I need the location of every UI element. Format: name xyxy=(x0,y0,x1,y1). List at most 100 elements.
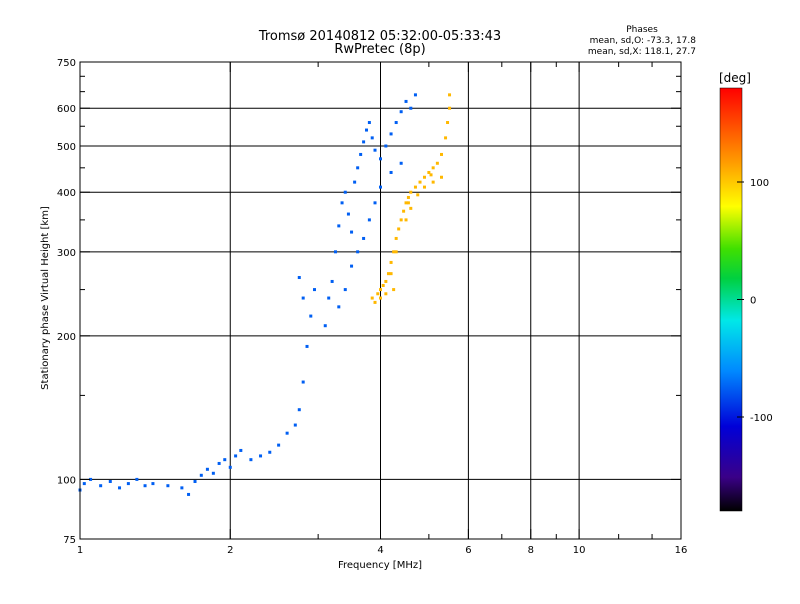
data-point xyxy=(379,288,382,292)
data-point xyxy=(404,99,408,103)
data-point xyxy=(180,486,184,490)
data-point xyxy=(118,486,122,490)
colorbar-ticks: 100 0 -100 xyxy=(737,178,773,424)
data-point xyxy=(297,408,301,412)
data-point xyxy=(386,272,390,276)
data-point xyxy=(373,201,377,205)
data-point xyxy=(381,283,385,287)
data-point xyxy=(448,106,452,110)
x-tick-label: 16 xyxy=(675,545,688,556)
data-point xyxy=(373,148,377,152)
data-point xyxy=(135,477,139,481)
stats-line-o: mean, sd,O: -73.3, 17.8 xyxy=(590,36,697,46)
chart-title: Tromsø 20140812 05:32:00-05:33:43 xyxy=(258,29,501,44)
data-point xyxy=(397,227,401,231)
data-point xyxy=(444,136,448,140)
data-point xyxy=(394,236,398,240)
x-tick-label: 6 xyxy=(465,545,471,556)
data-point xyxy=(327,296,331,300)
data-points xyxy=(78,93,452,496)
colorbar-label: [deg] xyxy=(719,71,751,85)
data-point xyxy=(431,180,435,184)
data-point xyxy=(435,161,439,165)
data-point xyxy=(343,288,347,292)
data-point xyxy=(285,431,289,435)
data-point xyxy=(399,218,403,222)
data-point xyxy=(312,288,316,292)
stats-line-x: mean, sd,X: 118.1, 27.7 xyxy=(588,47,696,57)
data-point xyxy=(217,461,221,465)
data-point xyxy=(427,170,431,174)
data-point xyxy=(199,473,203,477)
data-point xyxy=(404,218,408,222)
colorbar-tick-label: -100 xyxy=(750,413,773,424)
data-point xyxy=(409,106,413,110)
data-point xyxy=(126,482,130,486)
chart-subtitle: RwPretec (8p) xyxy=(334,42,425,57)
y-tick-label: 75 xyxy=(63,535,76,546)
data-point xyxy=(340,201,344,205)
data-point xyxy=(166,484,170,488)
data-point xyxy=(379,157,382,161)
data-point xyxy=(239,448,243,452)
data-point xyxy=(151,482,155,486)
data-point xyxy=(205,467,209,471)
data-point xyxy=(422,185,426,189)
data-point xyxy=(356,166,360,170)
data-point xyxy=(143,484,147,488)
data-point xyxy=(359,152,363,156)
colorbar-tick-label: 100 xyxy=(750,178,769,189)
data-point xyxy=(370,136,374,140)
data-point xyxy=(356,250,360,254)
data-point xyxy=(228,465,232,469)
data-point xyxy=(448,93,452,97)
data-point xyxy=(384,292,388,296)
data-point xyxy=(89,477,93,481)
data-point xyxy=(350,264,354,268)
data-point xyxy=(379,296,382,300)
data-point xyxy=(249,458,253,462)
data-point xyxy=(108,479,112,483)
data-point xyxy=(193,479,197,483)
data-point xyxy=(440,152,444,156)
data-point xyxy=(394,250,398,254)
data-point xyxy=(268,450,272,454)
data-point xyxy=(402,209,406,213)
data-point xyxy=(367,218,371,222)
data-point xyxy=(259,454,263,458)
data-point xyxy=(337,224,341,228)
y-tick-label: 100 xyxy=(57,475,76,486)
data-point xyxy=(379,185,382,189)
data-point xyxy=(376,292,380,296)
data-point xyxy=(365,128,369,132)
colorbar-tick-label: 0 xyxy=(750,296,756,307)
data-point xyxy=(297,276,301,280)
data-point xyxy=(404,201,408,205)
data-point xyxy=(440,175,444,179)
data-point xyxy=(399,161,403,165)
data-point xyxy=(305,344,309,348)
data-point xyxy=(384,144,388,148)
data-point xyxy=(370,296,374,300)
x-tick-label: 10 xyxy=(573,545,586,556)
data-point xyxy=(211,471,215,475)
data-point xyxy=(330,279,334,283)
data-point xyxy=(187,492,191,496)
data-point xyxy=(413,185,417,189)
data-point xyxy=(389,132,393,136)
y-tick-label: 600 xyxy=(57,104,76,115)
data-point xyxy=(362,140,366,144)
data-point xyxy=(223,458,227,462)
data-point xyxy=(389,272,393,276)
y-tick-label: 200 xyxy=(57,332,76,343)
data-point xyxy=(389,260,393,264)
x-tick-label: 2 xyxy=(227,545,233,556)
data-point xyxy=(234,454,238,458)
axis-ticks: 1 2 4 6 8 10 16 75 100 200 300 400 500 600 750 xyxy=(57,58,687,556)
data-point xyxy=(277,443,281,447)
data-point xyxy=(429,173,433,177)
data-point xyxy=(309,314,313,318)
data-point xyxy=(392,250,396,254)
data-point xyxy=(446,121,450,125)
